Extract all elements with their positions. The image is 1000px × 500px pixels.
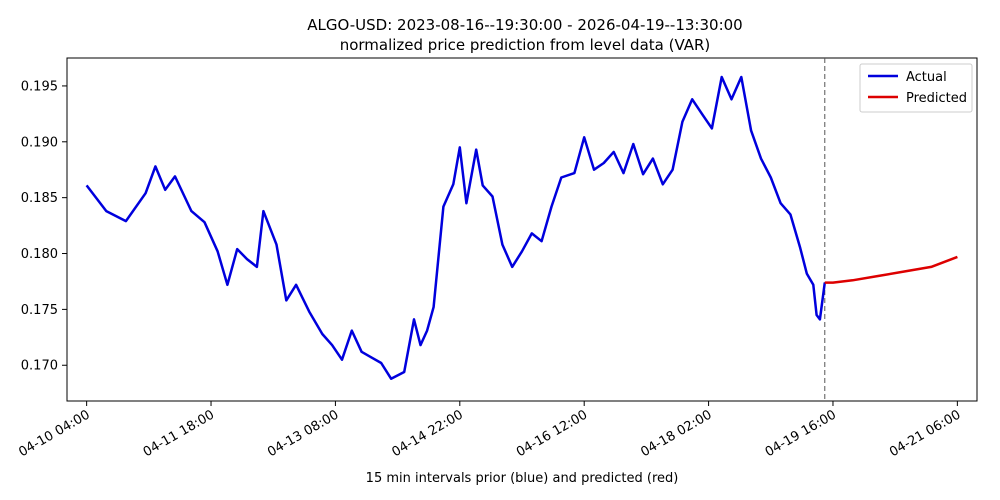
chart-title: ALGO-USD: 2023-08-16--19:30:00 - 2026-04… — [307, 16, 742, 34]
x-tick-label: 04-19 16:00 — [763, 407, 839, 460]
y-tick-label: 0.175 — [21, 303, 58, 318]
x-tick-label: 04-14 22:00 — [390, 407, 466, 460]
x-tick-label: 04-21 06:00 — [887, 407, 963, 460]
y-tick-label: 0.185 — [21, 191, 58, 206]
plot-frame — [66, 57, 978, 402]
legend: Actual Predicted — [859, 63, 973, 113]
x-tick-label: 04-13 08:00 — [265, 407, 341, 460]
series-line-predicted — [824, 255, 958, 284]
y-axis: 0.170 0.175 0.180 0.185 0.190 0.195 — [21, 79, 67, 374]
y-tick-label: 0.180 — [21, 247, 58, 262]
legend-actual-label: Actual — [906, 70, 947, 85]
x-axis: 04-10 04:00 04-11 18:00 04-13 08:00 04-14 2… — [16, 401, 963, 460]
y-tick-label: 0.195 — [21, 79, 58, 94]
plot-area: 0.170 0.175 0.180 0.185 0.190 0.195 04-10 04:… — [16, 57, 978, 460]
x-tick-label: 04-16 12:00 — [514, 407, 590, 460]
legend-predicted-label: Predicted — [906, 91, 967, 106]
x-tick-label: 04-18 02:00 — [638, 407, 714, 460]
x-axis-label: 15 min intervals prior (blue) and predic… — [366, 471, 679, 486]
x-tick-label: 04-11 18:00 — [141, 407, 217, 460]
x-tick-label: 04-10 04:00 — [16, 407, 92, 460]
series-layer — [85, 75, 958, 380]
chart-subtitle: normalized price prediction from level d… — [340, 36, 711, 54]
y-tick-label: 0.190 — [21, 135, 58, 150]
series-line-actual — [85, 75, 827, 380]
y-tick-label: 0.170 — [21, 359, 58, 374]
